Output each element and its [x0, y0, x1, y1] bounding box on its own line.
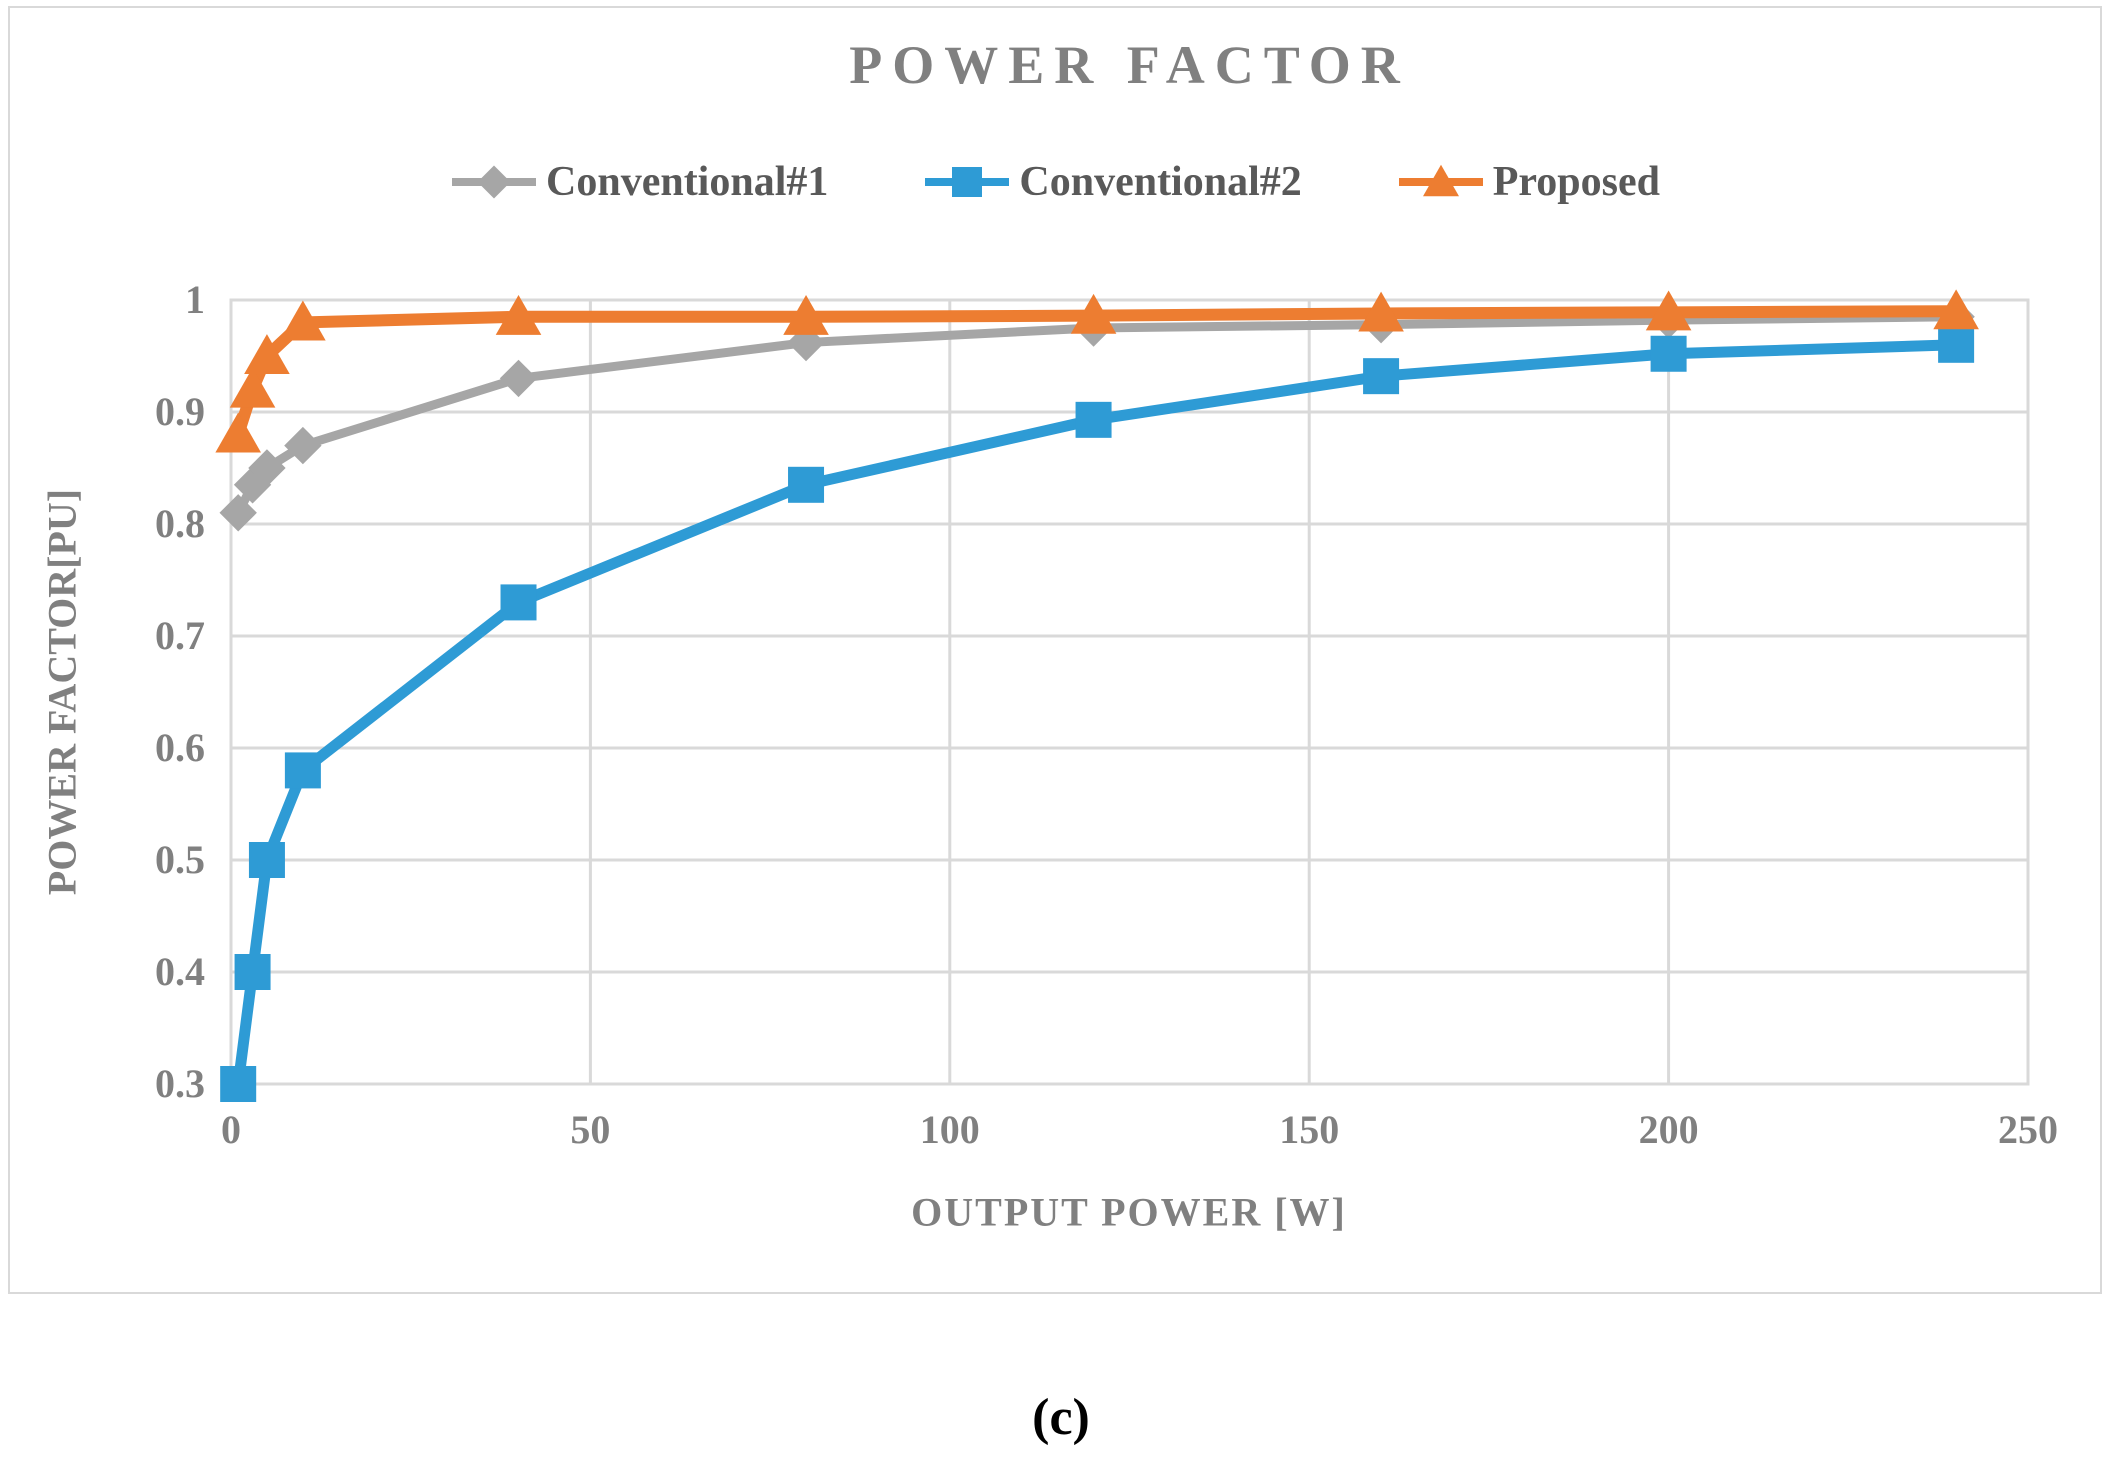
square-marker: [234, 954, 271, 990]
x-tick-label: 150: [1279, 1107, 1340, 1152]
chart-frame: [8, 6, 2102, 1294]
legend-label: Conventional#1: [546, 159, 829, 205]
y-tick-label: 1: [185, 277, 205, 322]
triangle-marker: [229, 367, 276, 408]
square-marker: [788, 466, 825, 503]
triangle-marker-icon: [1398, 164, 1483, 197]
square-marker: [1075, 401, 1112, 438]
diamond-marker: [477, 165, 511, 199]
triangle-marker: [244, 334, 290, 375]
series-line-1: [232, 339, 1957, 1085]
y-tick-label: 0.8: [155, 501, 205, 546]
triangle-marker: [1358, 291, 1404, 332]
square-marker-icon: [925, 167, 1010, 197]
diamond-marker: [499, 359, 538, 398]
square-marker: [248, 842, 285, 878]
diamond-marker: [248, 449, 286, 487]
triangle-marker: [1070, 293, 1117, 334]
y-tick-label: 0.3: [155, 1061, 205, 1106]
triangle-marker: [1422, 164, 1459, 197]
chart-title: POWER FACTOR: [849, 35, 1410, 95]
triangle-marker: [783, 294, 829, 335]
square-marker: [220, 1066, 257, 1102]
legend-item-conventional2: Conventional#2: [923, 158, 1302, 206]
legend-label: Conventional#2: [1019, 159, 1302, 205]
triangle-marker: [495, 294, 542, 335]
x-tick-label: 50: [570, 1107, 611, 1152]
square-marker: [284, 752, 321, 789]
legend-item-proposed: Proposed: [1397, 158, 1660, 206]
diamond-marker-icon: [452, 165, 536, 199]
legend-item-conventional1: Conventional#1: [450, 158, 828, 206]
x-tick-label: 250: [1998, 1107, 2058, 1152]
square-marker: [500, 584, 537, 621]
y-tick-label: 0.9: [155, 389, 205, 434]
legend: Conventional#1 Conventional#2 Proposed: [10, 158, 2100, 206]
square-marker: [1363, 358, 1400, 395]
triangle-marker: [1645, 290, 1692, 331]
diamond-marker: [284, 426, 322, 465]
y-tick-label: 0.6: [155, 725, 205, 770]
x-tick-label: 0: [221, 1107, 241, 1152]
triangle-marker: [280, 300, 326, 341]
square-marker: [1938, 326, 1975, 363]
plot-border: [229, 298, 2030, 1086]
legend-label: Proposed: [1492, 159, 1660, 205]
square-marker: [952, 167, 983, 197]
x-axis-title: OUTPUT POWER [W]: [911, 1189, 1347, 1235]
x-tick-label: 100: [919, 1107, 980, 1152]
y-tick-label: 0.7: [155, 613, 205, 658]
triangle-marker: [1933, 289, 1979, 330]
square-marker: [1650, 335, 1687, 372]
figure-caption: (c): [1032, 1389, 1090, 1446]
triangle-marker: [215, 412, 261, 453]
x-tick-label: 200: [1638, 1107, 1699, 1152]
y-tick-label: 0.5: [155, 837, 205, 882]
y-tick-label: 0.4: [155, 949, 205, 994]
diamond-marker: [219, 494, 257, 532]
